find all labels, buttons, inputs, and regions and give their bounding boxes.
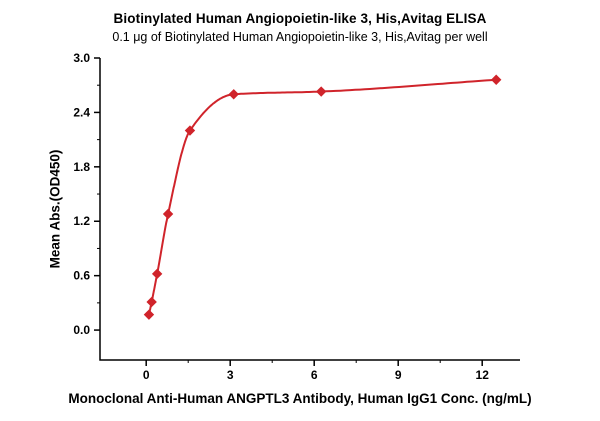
x-tick-label: 12 [476,368,490,382]
data-point [146,296,157,308]
chart-title: Biotinylated Human Angiopoietin-like 3, … [113,11,487,26]
chart-subtitle: 0.1 μg of Biotinylated Human Angiopoieti… [112,30,488,44]
data-point [490,74,502,85]
data-point [184,125,196,136]
data-point [162,208,174,220]
x-axis-label: Monoclonal Anti-Human ANGPTL3 Antibody, … [68,391,532,406]
x-tick-label: 6 [311,368,318,382]
data-point [228,89,239,100]
y-tick-label: 3.0 [73,51,90,65]
data-point [315,86,327,97]
y-tick-label: 1.8 [73,160,90,174]
y-axis-label: Mean Abs.(OD450) [47,149,63,269]
x-tick-label: 3 [227,368,234,382]
y-tick-label: 2.4 [73,105,90,119]
y-tick-label: 0.0 [73,323,90,337]
y-tick-label: 1.2 [73,214,90,228]
data-point [151,268,163,280]
axes [99,58,520,361]
data-point [143,309,155,320]
y-tick-label: 0.6 [73,269,90,283]
x-tick-label: 9 [395,368,402,382]
x-tick-label: 0 [143,368,150,382]
fit-curve [147,78,498,316]
